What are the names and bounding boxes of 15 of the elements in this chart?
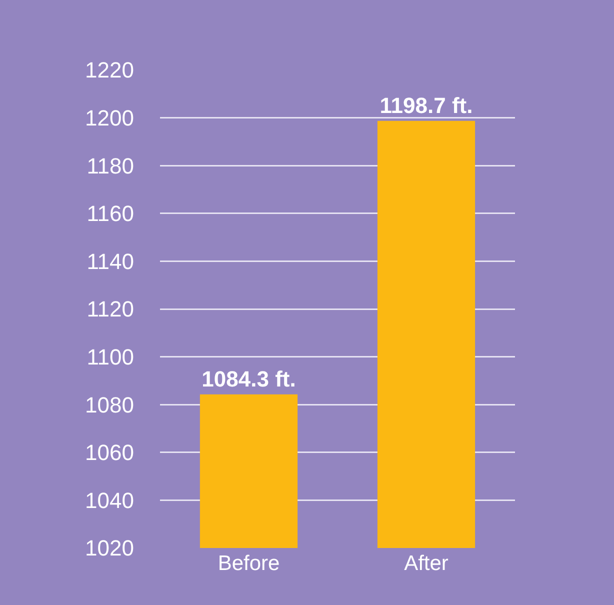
- y-tick-label: 1120: [86, 296, 134, 322]
- y-tick-label: 1020: [85, 536, 134, 561]
- y-tick-label: 1220: [85, 58, 134, 83]
- data-label: 1084.3 ft.: [202, 366, 296, 392]
- y-tick-label: 1080: [85, 392, 134, 418]
- x-tick-label: Before: [218, 552, 280, 575]
- y-tick-label: 1060: [85, 440, 134, 466]
- y-tick-label: 1200: [85, 106, 134, 130]
- data-label: 1198.7 ft.: [380, 92, 473, 118]
- y-tick-label: 1040: [85, 488, 134, 513]
- y-tick-label: 1180: [86, 153, 134, 178]
- y-tick-label: 1140: [86, 248, 134, 274]
- x-tick-label: After: [404, 552, 448, 575]
- y-tick-label: 1100: [86, 344, 134, 370]
- y-tick-label: 1160: [86, 201, 134, 226]
